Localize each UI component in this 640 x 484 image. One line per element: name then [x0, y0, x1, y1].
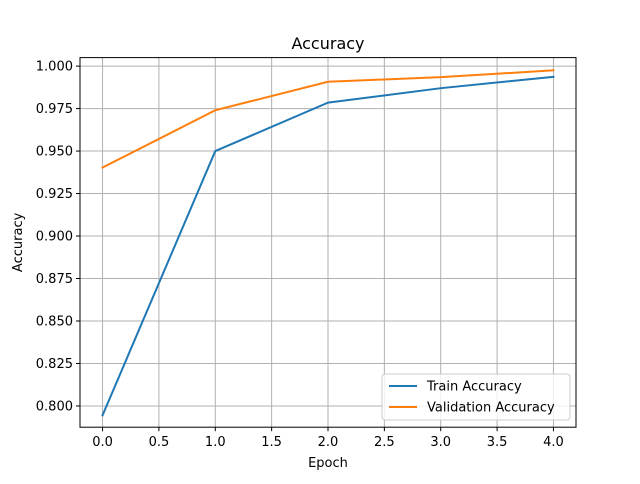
y-tick-label: 0.850 [36, 314, 73, 329]
y-tick-label: 0.825 [36, 357, 73, 372]
y-tick-label: 0.900 [36, 230, 73, 245]
legend: Train Accuracy Validation Accuracy [382, 374, 570, 420]
x-tick-label: 3.0 [430, 435, 451, 450]
legend-label: Train Accuracy [426, 380, 522, 395]
x-tick-label: 0.5 [149, 435, 170, 450]
chart-title: Accuracy [291, 34, 364, 53]
x-tick-label: 2.0 [318, 435, 339, 450]
x-axis-label: Epoch [308, 456, 348, 471]
x-tick-label: 2.5 [374, 435, 395, 450]
x-tick-label: 4.0 [543, 435, 564, 450]
y-tick-label: 0.925 [36, 187, 73, 202]
x-tick-label: 3.5 [487, 435, 508, 450]
y-tick-label: 0.800 [36, 399, 73, 414]
x-tick-label: 0.0 [92, 435, 113, 450]
y-tick-label: 0.875 [36, 272, 73, 287]
y-tick-label: 1.000 [36, 60, 73, 75]
y-tick-label: 0.950 [36, 145, 73, 160]
legend-label: Validation Accuracy [427, 401, 555, 416]
y-axis-label: Accuracy [11, 212, 26, 272]
x-tick-label: 1.0 [205, 435, 226, 450]
y-tick-label: 0.975 [36, 102, 73, 117]
x-tick-label: 1.5 [261, 435, 282, 450]
